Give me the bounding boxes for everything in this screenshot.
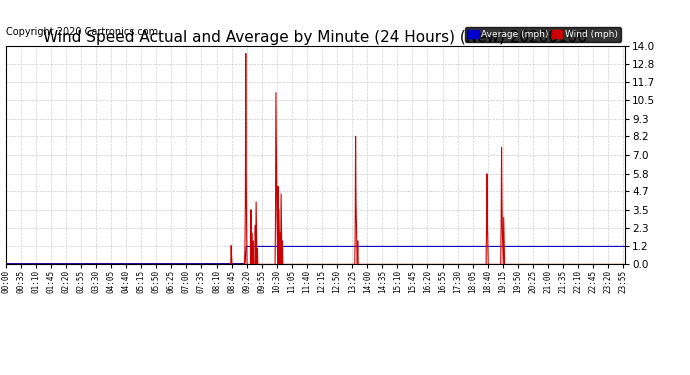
Text: Copyright 2020 Cartronics.com: Copyright 2020 Cartronics.com bbox=[6, 27, 157, 37]
Legend: Average (mph), Wind (mph): Average (mph), Wind (mph) bbox=[465, 27, 620, 42]
Title: Wind Speed Actual and Average by Minute (24 Hours) (New) 20200106: Wind Speed Actual and Average by Minute … bbox=[43, 30, 587, 45]
